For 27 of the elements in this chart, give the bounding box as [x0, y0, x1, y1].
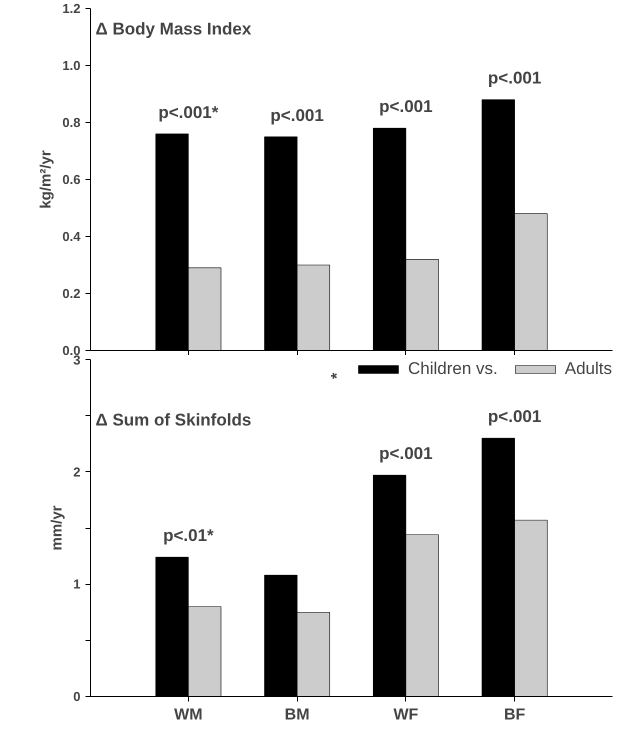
y-axis-title: mm/yr: [48, 505, 66, 551]
annotation: p<.001: [379, 444, 433, 464]
y-tick-label: 0.2: [62, 286, 81, 301]
legend-label: Children vs.: [408, 359, 498, 379]
y-tick-label: 1.2: [62, 1, 81, 16]
y-tick-label: 0.8: [62, 115, 81, 130]
y-tick-label: 1: [73, 576, 81, 592]
annotation: p<.001*: [158, 102, 219, 122]
legend-label: Adults: [564, 359, 612, 379]
y-tick-label: 0.4: [62, 229, 82, 244]
y-tick-label: 1.0: [62, 58, 81, 73]
x-tick-label: BM: [284, 706, 310, 724]
text: Δ Body Mass Index: [96, 20, 252, 38]
x-tick-label: BF: [504, 706, 526, 724]
x-tick-label: WM: [174, 706, 203, 724]
annotation: p<.001: [379, 97, 433, 116]
annotation: p<.001: [270, 106, 324, 125]
annotation: p<.001: [488, 407, 542, 426]
annotation: p<.001: [488, 68, 542, 88]
legend-title: *: [328, 372, 347, 379]
y-axis-title: kg/m²/yr: [37, 150, 54, 209]
x-tick-label: WF: [393, 706, 419, 724]
y-tick-label: 0.6: [62, 172, 81, 187]
annotation: p<.01*: [163, 526, 214, 546]
y-tick-label: 0: [73, 689, 81, 704]
y-tick-label: 2: [73, 464, 81, 480]
text: Δ Sum of Skinfolds: [96, 410, 252, 430]
